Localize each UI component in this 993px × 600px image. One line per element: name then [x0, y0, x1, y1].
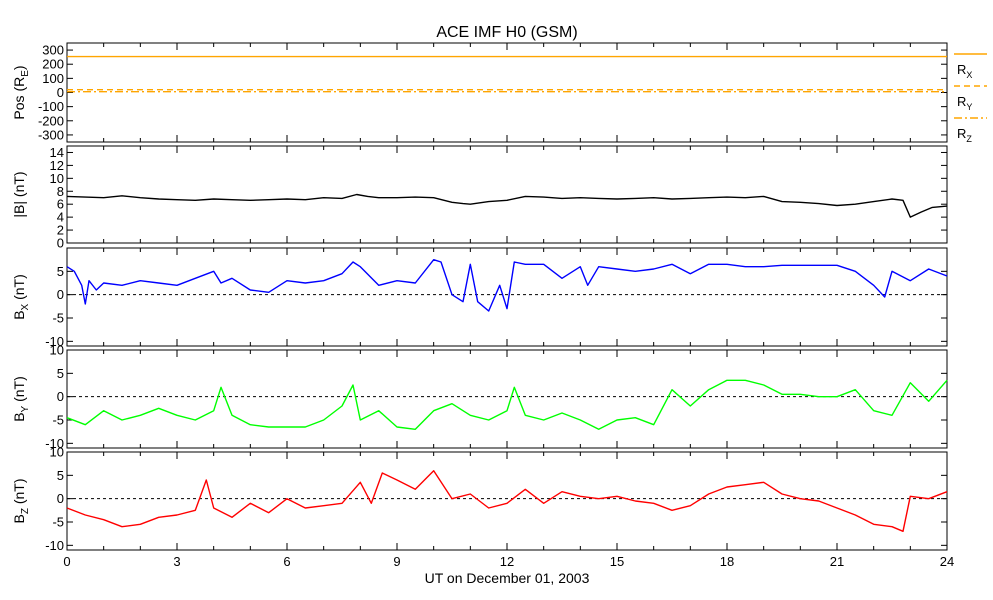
y-tick-label: -5: [52, 515, 64, 530]
x-tick-label: 9: [393, 554, 400, 569]
panel-bx: 5 0 -5 -10 BX (nT): [11, 247, 948, 349]
y-tick-label: 5: [57, 468, 64, 483]
chart-title: ACE IMF H0 (GSM): [436, 24, 577, 41]
y-axis-label: BY (nT): [11, 376, 31, 422]
y-tick-label: -5: [52, 413, 64, 428]
y-tick-label: -200: [38, 113, 64, 128]
y-tick-label: 12: [50, 158, 64, 173]
x-tick-label: 21: [830, 554, 844, 569]
x-tick-label: 24: [940, 554, 954, 569]
y-axis-label: Pos (RE): [11, 65, 31, 119]
y-tick-label: -10: [45, 334, 64, 349]
y-tick-label: 300: [42, 43, 64, 58]
y-tick-label: 5: [57, 366, 64, 381]
y-tick-label: -100: [38, 99, 64, 114]
y-tick-label: -5: [52, 311, 64, 326]
y-tick-label: 2: [57, 223, 64, 238]
y-axis-label: BX (nT): [11, 274, 31, 320]
legend-label: RY: [957, 94, 972, 112]
y-tick-label: 200: [42, 57, 64, 72]
y-tick-label: 14: [50, 145, 64, 160]
y-tick-label: 4: [57, 210, 64, 225]
y-tick-label: 6: [57, 197, 64, 212]
y-tick-label: 5: [57, 264, 64, 279]
series-line-bx: [66, 259, 948, 312]
x-tick-label: 18: [720, 554, 734, 569]
panel-frame: [66, 349, 948, 449]
x-tick-label: 0: [63, 554, 70, 569]
legend: RX RY RZ: [954, 53, 987, 144]
x-tick-label: 12: [500, 554, 514, 569]
y-axis-label: BZ (nT): [11, 478, 31, 523]
legend-label: RX: [957, 62, 972, 80]
y-tick-label: 0: [57, 491, 64, 506]
panel-frame: [66, 145, 948, 244]
y-tick-label: -10: [45, 538, 64, 553]
y-axis-label: |B| (nT): [11, 171, 27, 217]
x-tick-label: 3: [173, 554, 180, 569]
y-tick-label: 100: [42, 71, 64, 86]
series-line-b: [66, 193, 948, 218]
y-tick-label: -300: [38, 127, 64, 142]
panel-frame: [66, 42, 948, 143]
y-tick-label: -10: [45, 436, 64, 451]
y-tick-label: 10: [50, 445, 64, 460]
panel-frame: [66, 247, 948, 347]
x-axis-label: UT on December 01, 2003: [425, 570, 590, 586]
panel-by: 10 5 0 -5 -10 BY (nT): [11, 343, 948, 451]
y-tick-label: 0: [57, 85, 64, 100]
y-tick-label: 0: [57, 287, 64, 302]
y-tick-label: 10: [50, 343, 64, 358]
y-tick-label: 8: [57, 184, 64, 199]
y-tick-label: 0: [57, 236, 64, 251]
y-tick-label: 0: [57, 389, 64, 404]
series-line-by: [66, 379, 948, 430]
legend-label: RZ: [957, 126, 972, 144]
y-tick-label: 10: [50, 171, 64, 186]
panel-bz: 10 5 0 -5 -10 BZ (nT): [11, 445, 948, 553]
x-tick-label: 15: [610, 554, 624, 569]
x-tick-label: 6: [283, 554, 290, 569]
series-line-bz: [66, 470, 948, 532]
